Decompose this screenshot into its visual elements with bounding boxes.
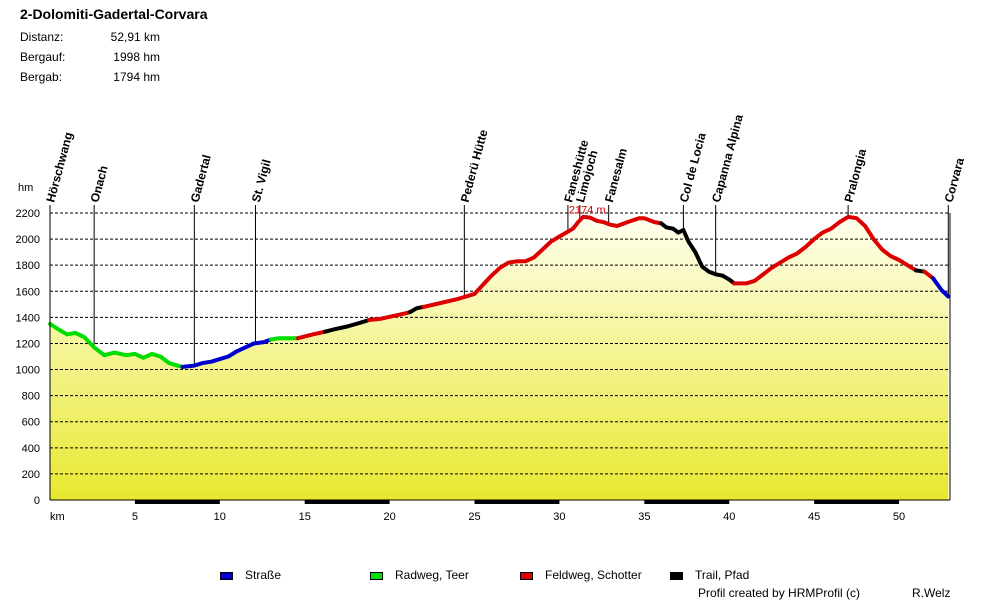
x-tick-label: 45 [808, 511, 820, 523]
stat-distance-value: 52,91 km [110, 30, 160, 44]
footer-author: R.Welz [912, 586, 951, 600]
y-tick-label: 600 [22, 417, 40, 429]
x-tick-label: 15 [299, 511, 311, 523]
x-axis-label: km [50, 511, 65, 523]
footer-credit: Profil created by HRMProfil (c) [698, 586, 861, 600]
waypoint-label: St. Vigil [249, 158, 274, 204]
stat-ascent-value: 1998 hm [113, 50, 160, 64]
profile-segment-trail [659, 221, 737, 286]
y-tick-label: 1800 [16, 260, 40, 272]
max-elevation-label: 2174 m [569, 204, 606, 216]
x-tick-label: 5 [132, 511, 138, 523]
waypoint-label: Onach [88, 164, 111, 204]
legend: Straße Radweg, Teer Feldweg, Schotter Tr… [0, 568, 1000, 584]
y-axis-label: hm [18, 182, 33, 194]
x-tick-label: 30 [553, 511, 565, 523]
profile-segment-trail [408, 304, 426, 315]
x-axis-block [304, 500, 390, 504]
profile-segment-strasse [180, 337, 273, 369]
y-tick-label: 2000 [16, 234, 40, 246]
waypoint-label: Fanesalm [602, 147, 630, 204]
profile-segment-feldweg [295, 329, 328, 341]
profile-segment-feldweg [421, 214, 664, 309]
x-axis-block [644, 500, 730, 504]
y-tick-label: 800 [22, 391, 40, 403]
x-tick-label: 35 [638, 511, 650, 523]
legend-swatch-radweg [370, 571, 383, 580]
y-tick-label: 2200 [16, 208, 40, 220]
x-axis-block [814, 500, 900, 504]
stat-distance-label: Distanz: [20, 30, 64, 44]
waypoint-label: Hörschwang [43, 131, 75, 204]
waypoint-label: Col de Locia [677, 131, 709, 204]
stat-descent-label: Bergab: [20, 70, 63, 84]
legend-label-strasse: Straße [245, 568, 282, 582]
y-tick-label: 200 [22, 469, 40, 481]
legend-swatch-strasse [220, 571, 233, 580]
waypoint-label: Pederü Hütte [458, 128, 491, 204]
x-tick-label: 20 [383, 511, 395, 523]
legend-item-trail: Trail, Pfad [670, 568, 749, 584]
profile-segment-feldweg [367, 310, 412, 322]
waypoint-label: Corvara [942, 156, 967, 204]
x-tick-label: 40 [723, 511, 735, 523]
x-axis-block [474, 500, 560, 504]
profile-segment-strasse [931, 276, 951, 299]
x-tick-label: 25 [468, 511, 480, 523]
elevation-area-fill [50, 216, 949, 500]
y-tick-label: 400 [22, 443, 40, 455]
x-tick-label: 50 [893, 511, 905, 523]
stat-ascent-label: Bergauf: [20, 50, 66, 64]
legend-item-radweg: Radweg, Teer [370, 568, 469, 584]
y-tick-label: 0 [34, 495, 40, 507]
x-tick-label: 10 [214, 511, 226, 523]
profile-segment-feldweg [732, 214, 918, 286]
y-tick-label: 1000 [16, 365, 40, 377]
y-tick-label: 1600 [16, 286, 40, 298]
legend-item-feldweg: Feldweg, Schotter [520, 568, 642, 584]
waypoint-label: Pralongia [841, 147, 869, 204]
profile-segment-radweg [48, 321, 185, 369]
legend-label-feldweg: Feldweg, Schotter [545, 568, 642, 582]
waypoint-label: Gadertal [188, 153, 214, 204]
legend-label-trail: Trail, Pfad [695, 568, 750, 582]
legend-label-radweg: Radweg, Teer [395, 568, 469, 582]
legend-swatch-feldweg [520, 571, 533, 580]
y-tick-label: 1200 [16, 338, 40, 350]
waypoint-label: Capanna Alpina [709, 113, 746, 204]
profile-segment-radweg [268, 336, 300, 342]
legend-item-strasse: Straße [220, 568, 281, 584]
y-tick-label: 1400 [16, 312, 40, 324]
stat-descent-value: 1794 hm [113, 70, 160, 84]
profile-segment-trail [323, 318, 372, 334]
legend-swatch-trail [670, 571, 683, 580]
page-title: 2-Dolomiti-Gadertal-Corvara [20, 6, 208, 22]
x-axis-block [134, 500, 220, 504]
